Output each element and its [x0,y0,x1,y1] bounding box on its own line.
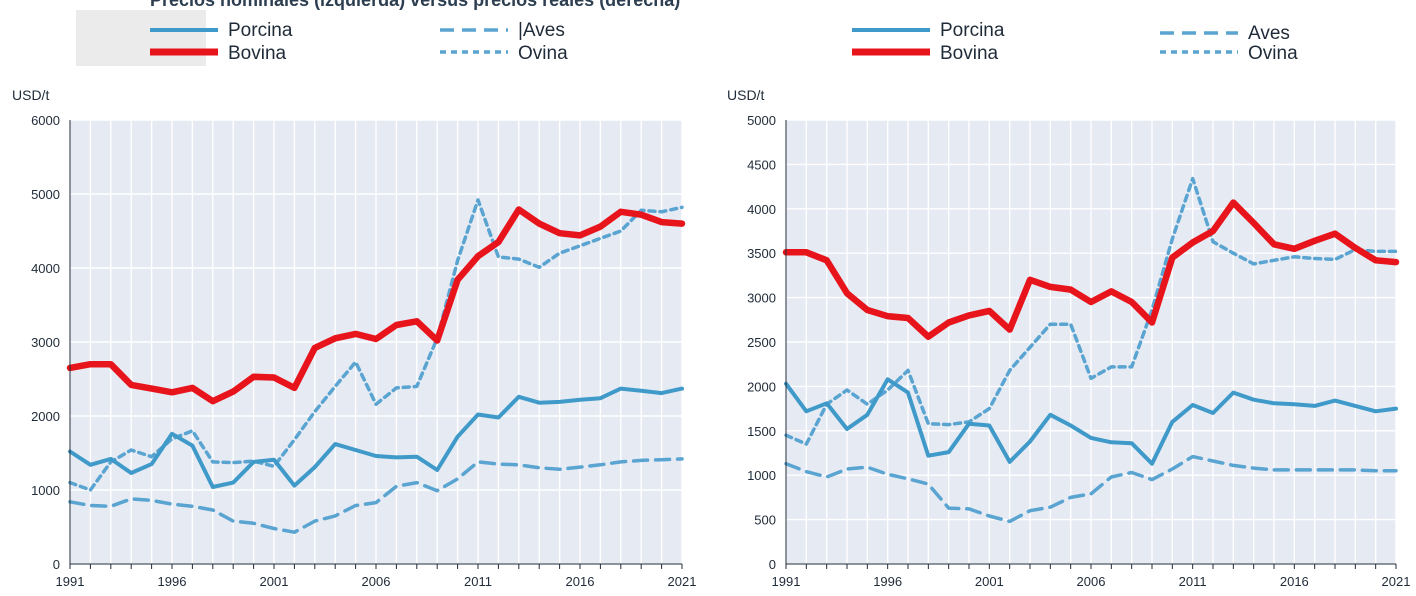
legend-label-ovina: Ovina [1248,43,1298,64]
series-line-aves [68,457,684,534]
y-tick-label: 6000 [31,113,60,128]
series-line-aves [784,454,1398,524]
legend-item-porcina: Porcina [852,20,1005,41]
x-tick-label: 2021 [1382,574,1411,589]
legend-label-aves: Aves [1248,23,1290,44]
x-tick-label: 2006 [362,574,391,589]
y-axis-unit-label: USD/t [727,87,764,103]
series-layer [66,198,686,534]
legend-background [800,10,930,66]
series-line-bovina [66,206,686,405]
x-tick-label: 2001 [975,574,1004,589]
series-line-porcina [68,386,684,489]
y-tick-label: 2000 [31,409,60,424]
y-axis-unit-label: USD/t [12,87,49,103]
series-layer [782,176,1400,524]
legend-item-bovina: Bovina [852,43,999,64]
axis-layer: 0 1000 2000 3000 4000 5000 6000 1991 1996 2001 200… [31,113,696,589]
legend-label-porcina: Porcina [228,20,293,41]
series-line-bovina [782,199,1400,340]
y-tick-label: 2500 [747,335,776,350]
y-tick-label: 5000 [31,187,60,202]
y-tick-label: 3000 [747,291,776,306]
y-tick-label: 500 [754,513,776,528]
figure-title-fragment: Precios nominales (izquierda) versus pre… [150,0,681,10]
legend-label-porcina: Porcina [940,20,1005,41]
series-line-porcina [784,377,1398,466]
axis-layer: 0 500 1000 1500 2000 2500 3000 3500 4000 4500 5000… [747,113,1410,589]
legend-item-ovina: Ovina [1160,43,1298,64]
y-tick-label: 1000 [747,468,776,483]
y-tick-label: 3500 [747,246,776,261]
x-tick-label: 2021 [668,574,697,589]
x-tick-label: 2006 [1077,574,1106,589]
legend-label-ovina: Ovina [518,43,568,64]
y-tick-label: 0 [769,557,776,572]
legend-background [76,10,206,66]
y-tick-label: 2000 [747,379,776,394]
x-tick-label: 1991 [772,574,801,589]
y-tick-label: 4000 [747,202,776,217]
legend-label-bovina: Bovina [228,43,287,64]
legend-item-ovina: Ovina [440,43,568,64]
legend-label-bovina: Bovina [940,43,999,64]
x-tick-label: 2011 [1179,574,1207,589]
y-tick-label: 5000 [747,113,776,128]
legend-label-aves: |Aves [518,20,565,41]
x-tick-label: 1996 [158,574,187,589]
chart-panel-nominal: Porcina Bovina |Aves Ovina USD/t 0 1000 20… [12,10,696,589]
legend-item-aves: Aves [1160,23,1290,44]
legend-item-aves: |Aves [440,20,565,41]
series-line-ovina [784,176,1398,446]
x-tick-label: 2011 [464,574,492,589]
x-tick-label: 2016 [1280,574,1309,589]
y-tick-label: 1500 [747,424,776,439]
series-line-ovina [68,198,684,492]
x-tick-label: 1996 [873,574,902,589]
x-tick-label: 2016 [566,574,595,589]
grid-layer [69,119,683,565]
legend-item-porcina: Porcina [150,20,293,41]
chart-panel-real: Porcina Bovina Aves Ovina USD/t 0 500 1000… [727,10,1410,589]
y-tick-label: 4500 [747,157,776,172]
x-tick-label: 2001 [260,574,289,589]
y-tick-label: 0 [53,557,60,572]
grid-layer [785,119,1397,565]
y-tick-label: 1000 [31,483,60,498]
y-tick-label: 3000 [31,335,60,350]
x-tick-label: 1991 [56,574,85,589]
legend-item-bovina: Bovina [150,43,287,64]
y-tick-label: 4000 [31,261,60,276]
